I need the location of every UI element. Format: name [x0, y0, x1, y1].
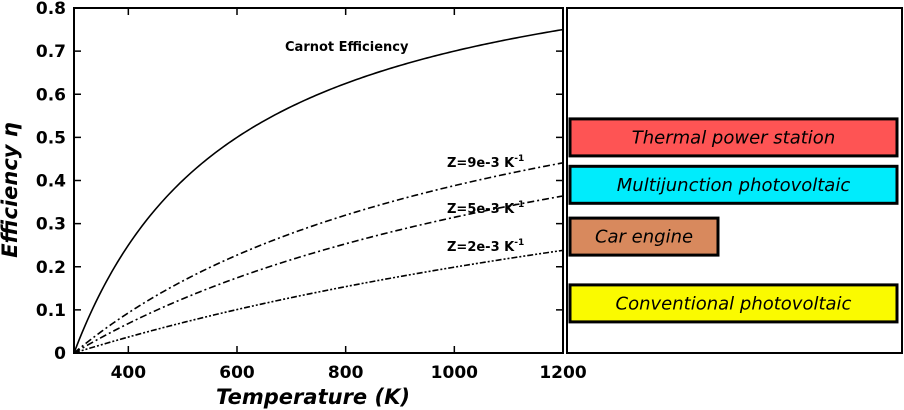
bar-label: Thermal power station [632, 127, 835, 148]
z2-curve-label: Z=2e-3 K-1 [447, 238, 524, 255]
y-tick-label: 0.2 [36, 258, 66, 278]
curve-label-text: Z=5e-3 K [447, 202, 515, 217]
bar-multijunction-photovoltaic [568, 164, 899, 205]
curve-label-text: Carnot Efficiency [285, 40, 409, 55]
efficiency-comparison-bars: Thermal power station Multijunction photo… [568, 117, 899, 324]
y-tick-label: 0.6 [36, 85, 66, 105]
carnot-efficiency-curve [73, 28, 564, 354]
z9-curve-label: Z=9e-3 K-1 [447, 154, 524, 171]
x-tick-label: 400 [111, 363, 147, 383]
z5-efficiency-curve [73, 195, 564, 354]
efficiency-curves [73, 28, 564, 354]
x-axis-title: Temperature (K) [216, 385, 410, 409]
curve-label-text: Z=9e-3 K [447, 156, 515, 171]
z5-curve-label: Z=5e-3 K-1 [447, 200, 524, 217]
y-tick-label: 0.1 [36, 301, 66, 321]
bar-label: Conventional photovoltaic [616, 293, 852, 314]
z2-efficiency-curve [73, 249, 564, 354]
bar-label: Multijunction photovoltaic [617, 175, 851, 196]
bar-car-engine [568, 216, 720, 257]
plot-area-frame [73, 7, 564, 354]
x-tick-label: 600 [219, 363, 255, 383]
bar-label: Car engine [595, 227, 693, 248]
y-tick-label: 0.7 [36, 42, 66, 62]
carnot-curve-label: Carnot Efficiency [285, 40, 409, 55]
y-tick-label: 0.8 [36, 0, 66, 19]
y-tick-label: 0.4 [36, 172, 66, 192]
axis-ticks: 400 600 800 1000 1200 0 0.1 0.2 0.3 0.4 0.5 0.6 0.7 0… [36, 0, 587, 383]
x-tick-label: 1200 [539, 363, 586, 383]
y-axis-title: Efficiency η [0, 122, 22, 258]
bar-conventional-photovoltaic [568, 283, 899, 324]
y-tick-label: 0.3 [36, 215, 66, 235]
curve-label-superscript: -1 [514, 200, 524, 210]
curve-label-superscript: -1 [514, 238, 524, 248]
curve-label-text: Z=2e-3 K [447, 240, 515, 255]
x-tick-label: 800 [328, 363, 364, 383]
bar-thermal-power-station [568, 117, 899, 158]
comparison-panel-frame [566, 7, 903, 354]
y-tick-label: 0 [54, 344, 66, 364]
y-tick-label: 0.5 [36, 128, 66, 148]
x-tick-label: 1000 [431, 363, 478, 383]
z9-efficiency-curve [73, 162, 564, 354]
curve-label-superscript: -1 [514, 154, 524, 164]
